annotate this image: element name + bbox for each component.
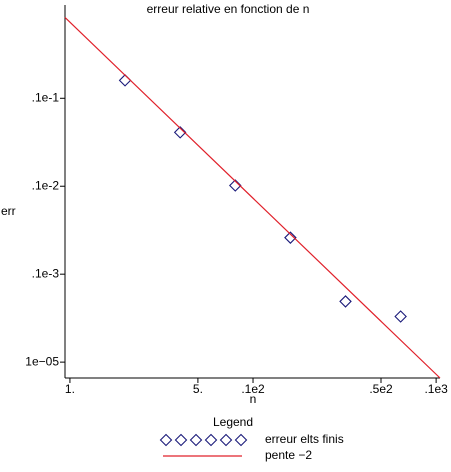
y-tick-label: .1e-3 bbox=[32, 266, 60, 280]
legend-swatch bbox=[189, 433, 203, 447]
y-tick-label: .1e-1 bbox=[32, 90, 60, 104]
legend-swatch bbox=[219, 433, 233, 447]
chart-title: erreur relative en fonction de n bbox=[147, 2, 310, 16]
legend-title: Legend bbox=[213, 415, 253, 429]
trend-line bbox=[64, 17, 441, 379]
legend-swatch bbox=[159, 433, 173, 447]
legend-swatch bbox=[234, 433, 248, 447]
data-point bbox=[284, 231, 297, 244]
x-tick-label: 5. bbox=[193, 382, 203, 396]
x-tick-label: .5e2 bbox=[369, 382, 393, 396]
data-point bbox=[339, 295, 352, 308]
legend-label: erreur elts finis bbox=[265, 432, 344, 446]
y-axis-label: err bbox=[1, 204, 16, 218]
data-point bbox=[394, 310, 407, 323]
data-point bbox=[228, 179, 242, 192]
x-tick-label: .1e2 bbox=[241, 382, 265, 396]
data-point bbox=[118, 74, 132, 87]
legend-label: pente −2 bbox=[265, 448, 312, 462]
y-tick-label: 1e−05 bbox=[25, 354, 59, 368]
legend-swatch bbox=[204, 433, 218, 447]
legend-swatch bbox=[174, 433, 188, 447]
data-point bbox=[173, 126, 187, 139]
x-tick-label: 1. bbox=[65, 382, 75, 396]
x-tick-label: .1e3 bbox=[424, 382, 448, 396]
y-tick-label: .1e-2 bbox=[32, 178, 60, 192]
x-axis-label: n bbox=[250, 392, 257, 406]
